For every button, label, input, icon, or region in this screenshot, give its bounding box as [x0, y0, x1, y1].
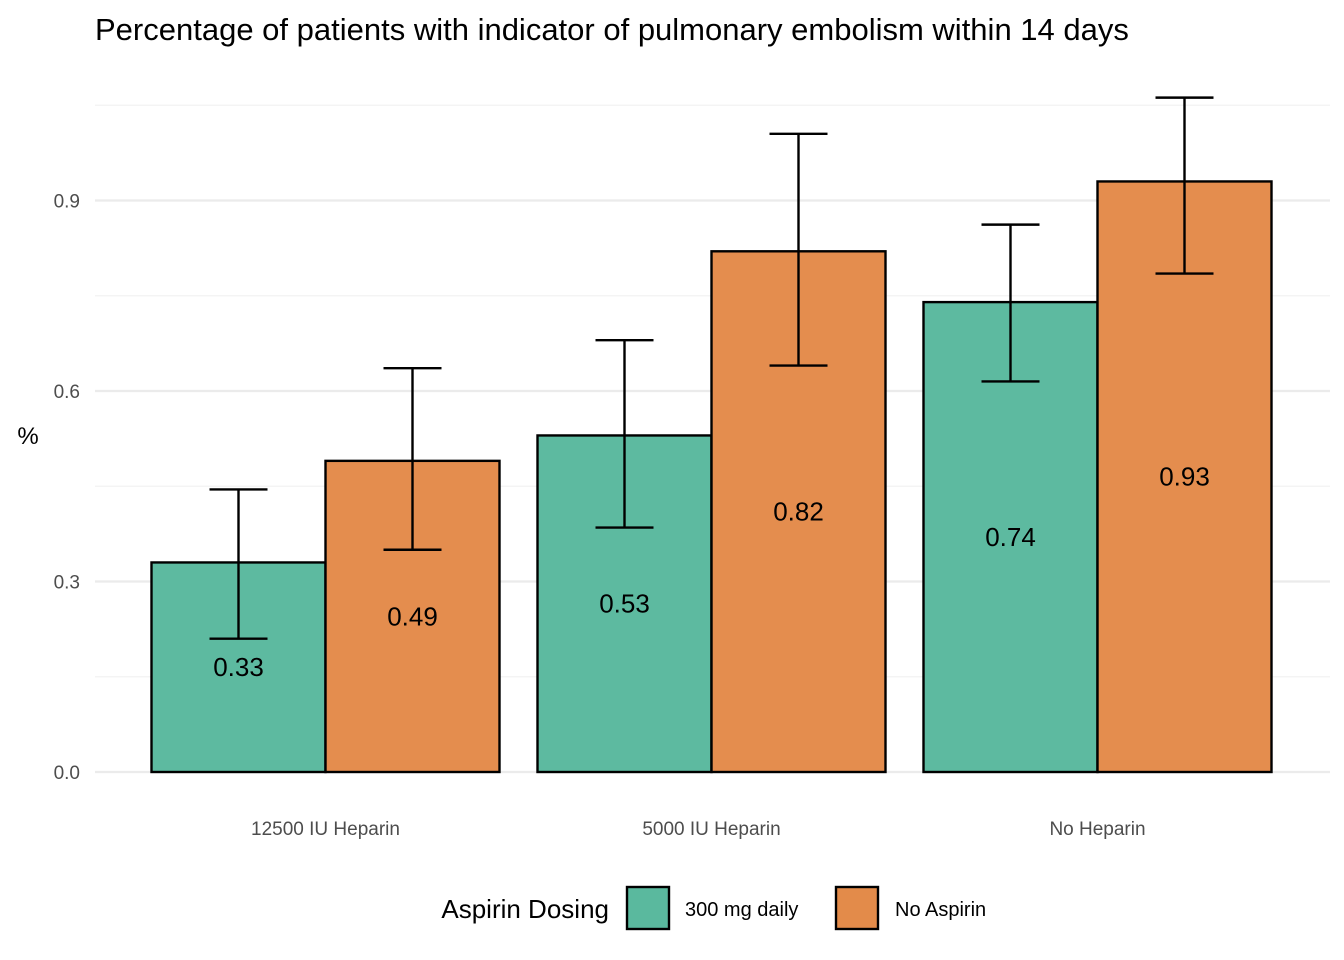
legend-key-swatch: [834, 885, 880, 931]
legend: Aspirin Dosing 300 mg daily No Aspirin: [441, 885, 986, 931]
data-label: 0.49: [387, 601, 438, 631]
x-tick-label: No Heparin: [1049, 819, 1145, 840]
bar: [1096, 180, 1273, 774]
legend-item: 300 mg daily: [625, 885, 798, 931]
data-label: 0.74: [985, 522, 1036, 552]
legend-items: 300 mg daily No Aspirin: [625, 885, 986, 931]
legend-title: Aspirin Dosing: [441, 894, 609, 924]
x-tick-label: 12500 IU Heparin: [251, 819, 400, 840]
y-tick-label: 0.9: [54, 192, 80, 213]
data-label: 0.82: [773, 497, 824, 527]
y-tick-label: 0.0: [54, 763, 80, 784]
bar: [710, 250, 887, 774]
data-label: 0.93: [1159, 462, 1210, 492]
y-tick-label: 0.3: [54, 573, 80, 594]
legend-label: 300 mg daily: [685, 899, 798, 921]
error-bars: [209, 96, 1214, 640]
x-tick-label: 5000 IU Heparin: [642, 819, 780, 840]
data-labels: 0.33 0.49 0.53 0.82 0.74 0.93: [213, 462, 1210, 682]
data-label: 0.53: [599, 589, 650, 619]
y-axis-title: %: [17, 423, 38, 450]
axes: 0.0 0.3 0.6 0.9 12500 IU Heparin 5000 IU Hepa…: [54, 192, 1146, 841]
legend-key-swatch: [625, 885, 671, 931]
bars: [150, 180, 1273, 774]
legend-label: No Aspirin: [895, 899, 986, 921]
chart-title: Percentage of patients with indicator of…: [95, 12, 1129, 47]
y-tick-label: 0.6: [54, 382, 80, 403]
legend-item: No Aspirin: [834, 885, 986, 931]
data-label: 0.33: [213, 652, 264, 682]
